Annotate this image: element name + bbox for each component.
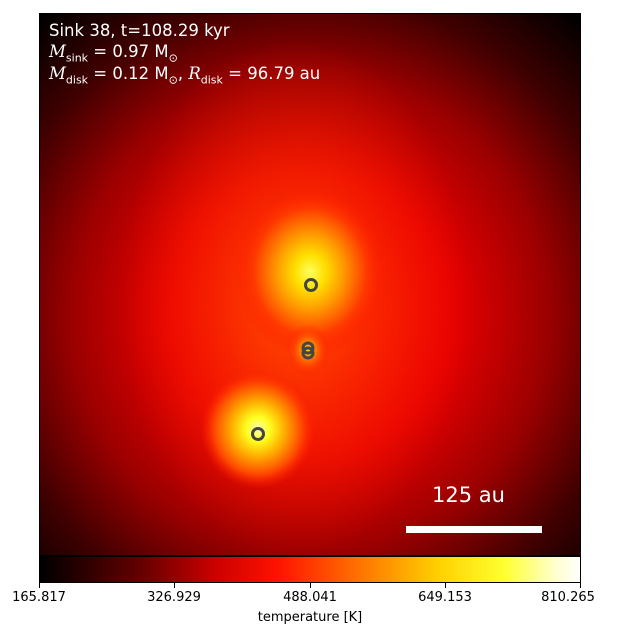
temperature-map [40,14,580,555]
colorbar-tick [174,583,175,588]
colorbar [39,556,581,583]
colorbar-tick-label: 810.265 [541,590,595,605]
sink-marker-middle-a [301,341,315,355]
colorbar-tick-label: 488.041 [283,590,337,605]
sink-mass-label: Msink = 0.97 M⊙ [49,42,178,65]
sink-title: Sink 38, t=108.29 kyr [49,21,230,40]
temperature-map-panel: Sink 38, t=108.29 kyr Msink = 0.97 M⊙ Md… [39,13,581,556]
upper-hot-region [235,187,385,357]
sink-marker-middle-b [301,346,315,360]
sink-marker-lower [251,427,265,441]
colorbar-tick [39,583,40,588]
middle-hot-region [286,324,330,376]
colorbar-tick [445,583,446,588]
colorbar-label: temperature [K] [257,610,363,625]
scale-bar-label: 125 au [432,483,505,507]
colorbar-tick-label: 326.929 [147,590,201,605]
colorbar-tick [580,583,581,588]
scale-bar [406,526,542,533]
colorbar-tick-label: 649.153 [418,590,472,605]
colorbar-tick [310,583,311,588]
sink-marker-upper [304,278,318,292]
disk-properties-label: Mdisk = 0.12 M⊙, Rdisk = 96.79 au [49,64,321,87]
colorbar-tick-label: 165.817 [12,590,66,605]
